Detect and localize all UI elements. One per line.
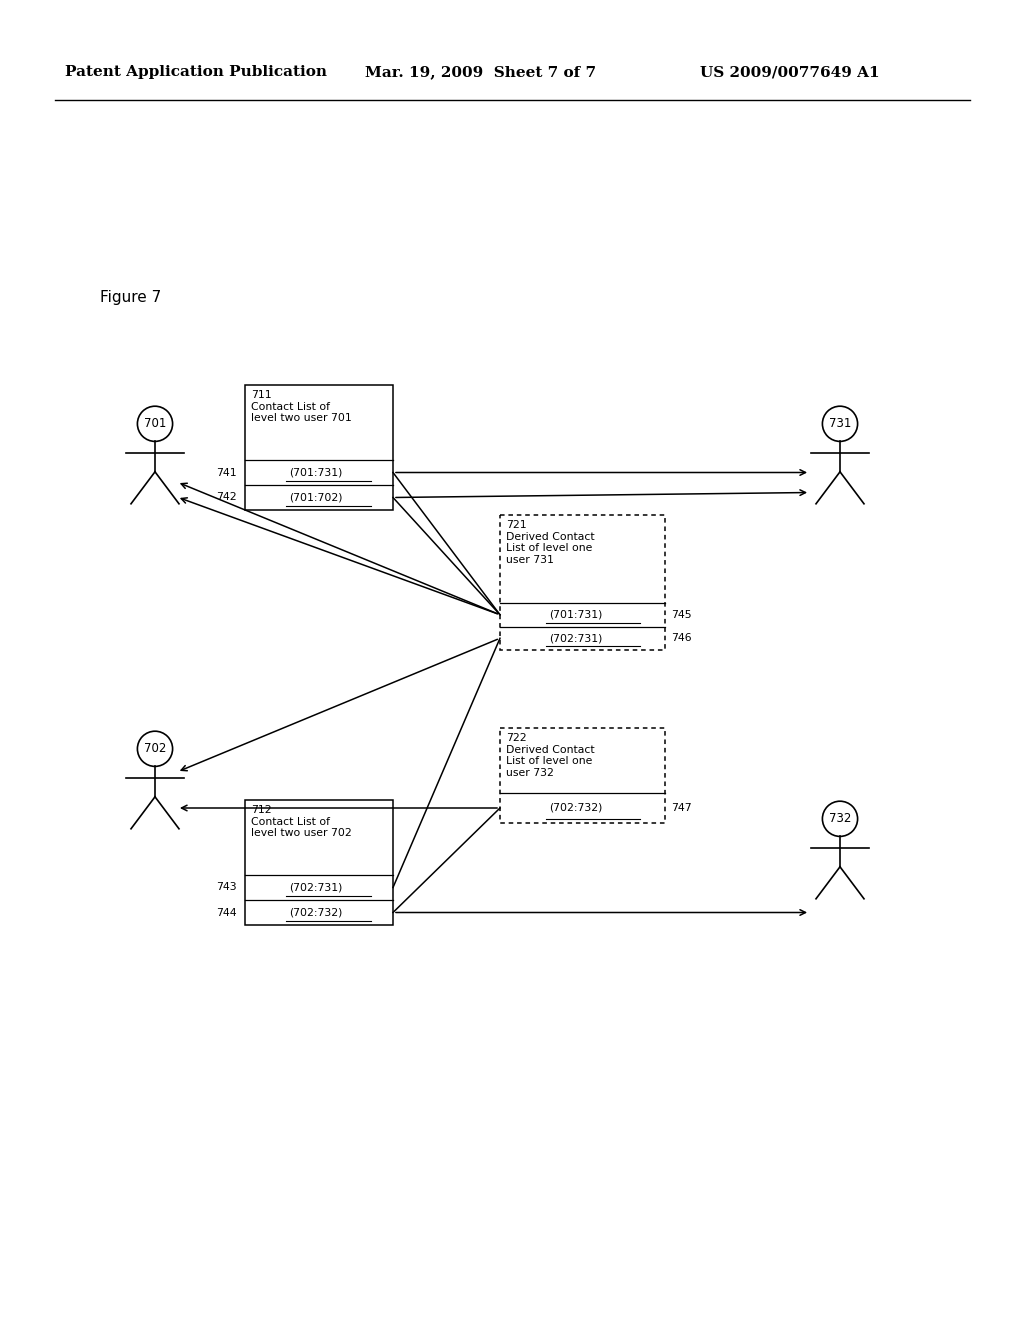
Text: 747: 747 (671, 803, 691, 813)
Text: US 2009/0077649 A1: US 2009/0077649 A1 (700, 65, 880, 79)
Text: 731: 731 (828, 417, 851, 430)
Text: Figure 7: Figure 7 (100, 290, 161, 305)
Text: 745: 745 (671, 610, 691, 620)
Text: 722
Derived Contact
List of level one
user 732: 722 Derived Contact List of level one us… (506, 733, 595, 777)
Text: 721
Derived Contact
List of level one
user 731: 721 Derived Contact List of level one us… (506, 520, 595, 565)
Text: Mar. 19, 2009  Sheet 7 of 7: Mar. 19, 2009 Sheet 7 of 7 (365, 65, 596, 79)
Text: 742: 742 (216, 492, 237, 503)
Bar (245, 800, 393, 925)
Text: (702:731): (702:731) (290, 883, 343, 892)
Text: (701:702): (701:702) (290, 492, 343, 503)
Text: 743: 743 (216, 883, 237, 892)
Text: 702: 702 (143, 742, 166, 755)
Text: 701: 701 (143, 417, 166, 430)
Text: 746: 746 (671, 634, 691, 643)
Text: (701:731): (701:731) (290, 467, 343, 478)
Text: 741: 741 (216, 467, 237, 478)
Bar (245, 385, 393, 510)
Text: (701:731): (701:731) (550, 610, 603, 620)
Text: (702:732): (702:732) (550, 803, 603, 813)
Text: 732: 732 (828, 812, 851, 825)
Text: (702:731): (702:731) (550, 634, 603, 643)
Text: Patent Application Publication: Patent Application Publication (65, 65, 327, 79)
Text: (702:732): (702:732) (290, 908, 343, 917)
Text: 711
Contact List of
level two user 701: 711 Contact List of level two user 701 (251, 389, 352, 424)
Bar (500, 515, 665, 649)
Bar (500, 729, 665, 822)
Text: 744: 744 (216, 908, 237, 917)
Text: 712
Contact List of
level two user 702: 712 Contact List of level two user 702 (251, 805, 352, 838)
